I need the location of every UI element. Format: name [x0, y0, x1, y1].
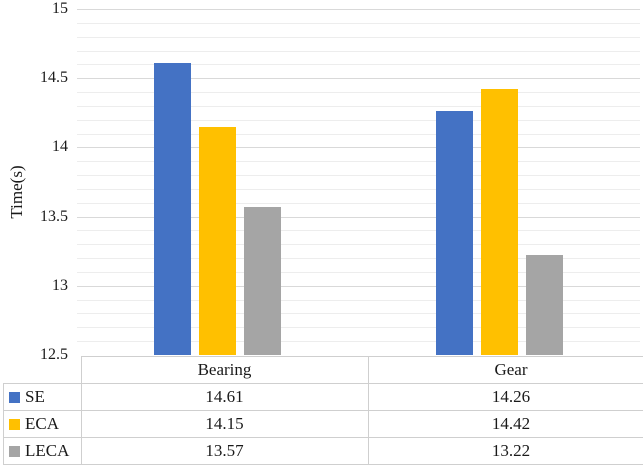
y-tick-label: 15: [52, 0, 68, 17]
bar-group-gear: [359, 9, 641, 355]
leca-bearing-value: 13.57: [80, 437, 369, 465]
bar-leca-gear: [525, 255, 563, 355]
table-row-se: SE 14.61 14.26: [3, 383, 643, 411]
y-tick-label: 14.5: [40, 69, 68, 87]
chart-data-table: Bearing Gear SE 14.61 14.26 ECA 14.15 14…: [3, 356, 643, 465]
gridline: [77, 36, 640, 38]
plot-area: [77, 9, 640, 355]
bar-se-gear: [435, 111, 473, 355]
gridline: [77, 271, 640, 273]
gridline: [77, 133, 640, 135]
gridline: [77, 299, 640, 301]
gridline: [77, 285, 640, 287]
category-header-gear: Gear: [367, 356, 643, 384]
gridline: [77, 341, 640, 343]
legend-item-se: SE: [3, 383, 82, 411]
table-corner-cell: [3, 356, 82, 384]
gridline: [77, 9, 640, 10]
eca-legend-label: ECA: [25, 414, 59, 433]
leca-gear-value: 13.22: [367, 437, 643, 465]
gridline: [77, 258, 640, 260]
gridline: [77, 119, 640, 121]
gridline: [77, 105, 640, 107]
leca-legend-label: LECA: [25, 441, 70, 460]
leca-legend-swatch: [9, 446, 20, 457]
gridline: [77, 64, 640, 66]
gridline: [77, 78, 640, 80]
legend-item-eca: ECA: [3, 410, 82, 438]
table-row-eca: ECA 14.15 14.42: [3, 410, 643, 438]
bar-leca-bearing: [244, 206, 282, 355]
y-tick-label: 13.5: [40, 207, 68, 225]
category-header-bearing: Bearing: [80, 356, 369, 384]
gridline: [77, 161, 640, 163]
legend-item-leca: LECA: [3, 437, 82, 465]
gridline: [77, 22, 640, 24]
bar-eca-gear: [480, 89, 518, 355]
gridline: [77, 147, 640, 149]
gridline: [77, 92, 640, 94]
se-legend-label: SE: [25, 387, 45, 406]
eca-legend-swatch: [9, 419, 20, 430]
gridline: [77, 50, 640, 52]
gridline: [77, 175, 640, 177]
se-legend-swatch: [9, 392, 20, 403]
gridline: [77, 188, 640, 190]
eca-gear-value: 14.42: [367, 410, 643, 438]
eca-bearing-value: 14.15: [80, 410, 369, 438]
gridline: [77, 327, 640, 329]
gridline: [77, 313, 640, 315]
table-header-row: Bearing Gear: [3, 356, 643, 384]
table-row-leca: LECA 13.57 13.22: [3, 437, 643, 465]
bar-group-bearing: [77, 9, 359, 355]
gridline: [77, 244, 640, 246]
gridline: [77, 230, 640, 232]
se-gear-value: 14.26: [367, 383, 643, 411]
se-bearing-value: 14.61: [80, 383, 369, 411]
y-tick-label: 13: [52, 276, 68, 294]
bar-se-bearing: [154, 62, 192, 355]
bar-eca-bearing: [199, 126, 237, 355]
y-tick-label: 14: [52, 138, 68, 156]
gridline: [77, 202, 640, 204]
gridline: [77, 216, 640, 218]
